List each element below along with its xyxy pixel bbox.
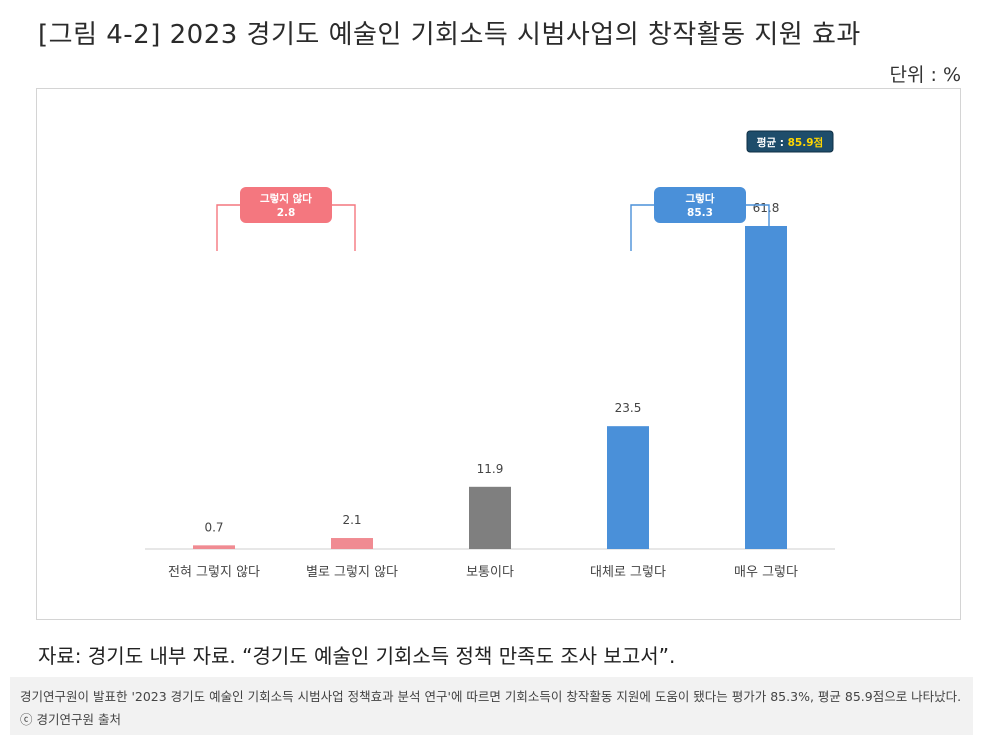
bar-1 [193,545,235,549]
category-label-4: 대체로 그렇다 [590,565,666,580]
positive-group-box [654,187,746,223]
bar-value-label-4: 23.5 [615,401,642,415]
positive-group-label: 그렇다 [686,192,715,205]
positive-group-value: 85.3 [687,207,713,219]
bar-value-label-2: 2.1 [342,513,361,527]
category-label-2: 별로 그렇지 않다 [306,565,398,580]
negative-group-label: 그렇지 않다 [260,192,312,205]
bar-chart: 0.7 전혀 그렇지 않다 2.1 별로 그렇지 않다 11.9 보통이다 23.5 대체로 … [145,130,835,580]
bar-value-label-3: 11.9 [477,462,504,476]
figure-title: [그림 4-2] 2023 경기도 예술인 기회소득 시범사업의 창작활동 지원… [38,20,861,50]
unit-label: 단위 : % [889,64,962,86]
photo-caption: 경기연구원이 발표한 '2023 경기도 예술인 기회소득 시범사업 정책효과 … [10,677,973,735]
category-label-1: 전혀 그렇지 않다 [168,565,260,580]
category-label-5: 매우 그렇다 [734,565,798,580]
negative-group-box [240,187,332,223]
bar-value-label-1: 0.7 [204,520,223,534]
bar-3 [469,486,511,549]
chart-frame: 0.7 전혀 그렇지 않다 2.1 별로 그렇지 않다 11.9 보통이다 23.5 대체로 … [36,88,961,620]
bar-value-label-5: 61.8 [753,201,780,215]
bar-5 [745,225,787,549]
average-badge-text: 평균 : 85.9점 [757,136,823,149]
average-value: 85.9점 [788,137,824,149]
category-label-3: 보통이다 [466,565,514,580]
average-badge [746,130,834,153]
average-label: 평균 : [757,136,788,149]
bar-4 [607,426,649,549]
bar-2 [331,538,373,549]
source-note: 자료: 경기도 내부 자료. “경기도 예술인 기회소득 정책 만족도 조사 보… [38,644,676,668]
negative-group-value: 2.8 [277,207,296,219]
